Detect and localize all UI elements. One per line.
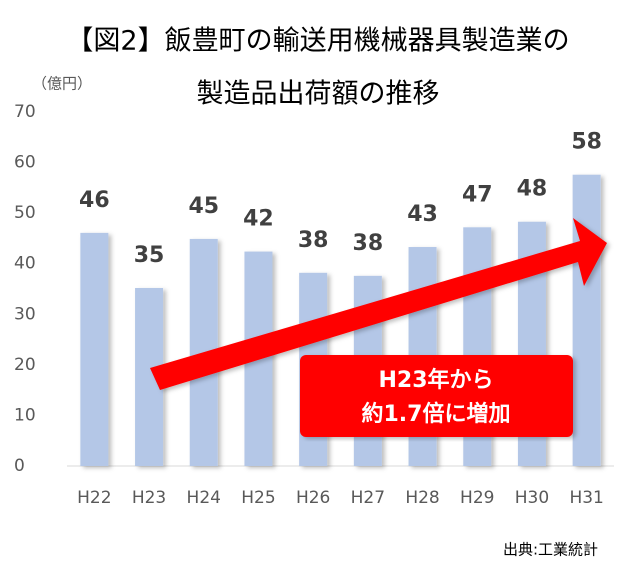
y-tick-label: 0	[14, 456, 25, 476]
data-label: 43	[407, 202, 438, 227]
y-unit: （億円）	[32, 75, 92, 93]
x-tick-label: H26	[296, 488, 330, 508]
y-tick-label: 20	[14, 355, 36, 375]
data-label: 38	[298, 228, 329, 253]
data-label: 35	[134, 243, 165, 268]
source: 出典:工業統計	[503, 541, 598, 559]
data-label: 42	[243, 207, 274, 232]
data-label: 47	[462, 182, 493, 207]
x-tick-label: H28	[405, 488, 439, 508]
data-label: 46	[79, 188, 110, 213]
data-label: 45	[188, 194, 219, 219]
bar	[572, 174, 601, 467]
x-tick-label: H24	[187, 488, 221, 508]
data-label: 38	[353, 231, 384, 256]
y-tick-label: 50	[14, 203, 36, 223]
data-label: 58	[571, 130, 602, 155]
x-tick-label: H31	[569, 488, 603, 508]
annotation: H23年から	[378, 367, 493, 393]
y-tick-label: 70	[14, 102, 36, 122]
y-tick-label: 30	[14, 304, 36, 324]
chart-title: 製造品出荷額の推移	[197, 79, 440, 110]
arrow	[150, 218, 607, 390]
x-tick-label: H27	[351, 488, 385, 508]
y-tick-label: 60	[14, 153, 36, 173]
x-tick-label: H23	[132, 488, 166, 508]
annotation: 約1.7倍に増加	[362, 401, 511, 427]
x-tick-label: H29	[460, 488, 494, 508]
x-tick-label: H25	[241, 488, 275, 508]
annotation-box	[300, 355, 573, 437]
chart-title: 【図2】飯豊町の輸送用機械器具製造業の	[66, 26, 569, 57]
plot-area: 0 10 20 30 40 50 60 70 H22 46 H23 35 H24 45 H25 42 H26 38…	[14, 102, 614, 508]
x-tick-label: H30	[515, 488, 549, 508]
y-tick-label: 40	[14, 254, 36, 274]
bar	[80, 232, 109, 466]
y-tick-label: 10	[14, 405, 36, 425]
x-tick-label: H22	[77, 488, 111, 508]
data-label: 48	[517, 177, 548, 202]
